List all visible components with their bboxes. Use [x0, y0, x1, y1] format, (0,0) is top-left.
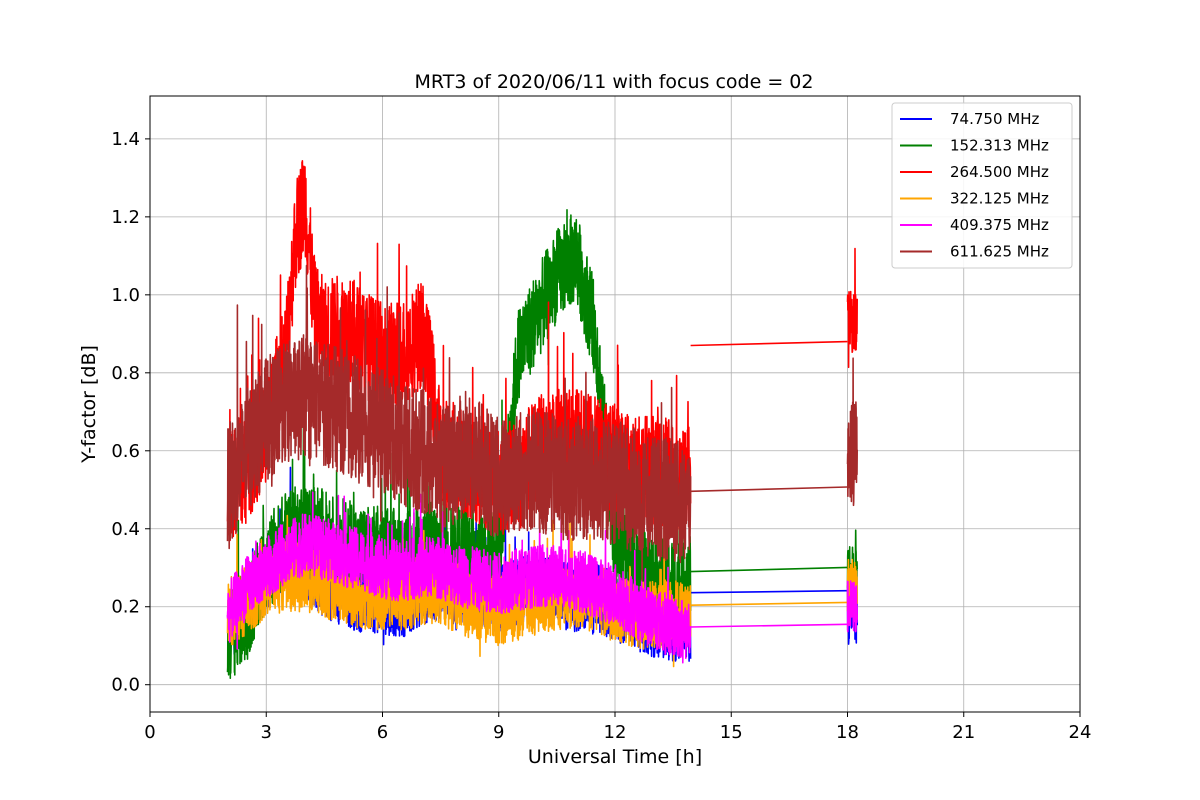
x-tick-label: 0 — [144, 722, 155, 743]
legend-entry: 409.375 MHz — [950, 216, 1049, 234]
series-line — [690, 623, 848, 628]
y-tick-label: 0.2 — [111, 597, 140, 618]
series-line — [690, 589, 848, 594]
series-line — [226, 491, 692, 664]
y-tick-label: 0.8 — [111, 363, 140, 384]
x-tick-label: 15 — [720, 722, 743, 743]
y-tick-label: 0.4 — [111, 519, 140, 540]
y-tick-label: 0.0 — [111, 675, 140, 696]
series-line — [690, 566, 848, 573]
y-tick-label: 1.0 — [111, 285, 140, 306]
y-tick-label: 1.2 — [111, 207, 140, 228]
series-5 — [226, 264, 858, 582]
series-line — [846, 247, 858, 369]
x-tick-label: 24 — [1069, 722, 1092, 743]
legend-box — [891, 102, 1073, 269]
x-tick-label: 21 — [952, 722, 975, 743]
x-axis-label: Universal Time [h] — [528, 746, 702, 768]
legend-entry: 264.500 MHz — [950, 163, 1049, 181]
y-tick-label: 1.4 — [111, 129, 140, 150]
x-tick-label: 3 — [261, 722, 272, 743]
legend-entry: 152.313 MHz — [950, 137, 1049, 155]
x-tick-label: 9 — [493, 722, 504, 743]
y-axis-label: Y-factor [dB] — [78, 345, 100, 464]
chart-title: MRT3 of 2020/06/11 with focus code = 02 — [415, 71, 814, 93]
x-tick-label: 12 — [604, 722, 627, 743]
series-layer — [226, 160, 858, 679]
y-axis: 0.0 0.2 0.4 0.6 0.8 1.0 1.2 1.4 — [111, 129, 150, 696]
x-tick-label: 6 — [377, 722, 388, 743]
series-line — [690, 340, 848, 347]
series-line — [226, 264, 692, 582]
x-axis: 0 3 6 9 12 15 18 21 24 — [144, 712, 1091, 743]
legend-entry: 74.750 MHz — [950, 110, 1039, 128]
series-4 — [226, 491, 858, 664]
y-tick-label: 0.6 — [111, 441, 140, 462]
x-tick-label: 18 — [836, 722, 859, 743]
series-line — [690, 486, 848, 493]
legend-entry: 611.625 MHz — [950, 243, 1049, 261]
legend-entry: 322.125 MHz — [950, 190, 1049, 208]
series-line — [846, 357, 858, 507]
legend: 74.750 MHz 152.313 MHz 264.500 MHz 322.125 … — [891, 102, 1073, 269]
series-line — [846, 580, 858, 633]
series-line — [690, 601, 848, 606]
